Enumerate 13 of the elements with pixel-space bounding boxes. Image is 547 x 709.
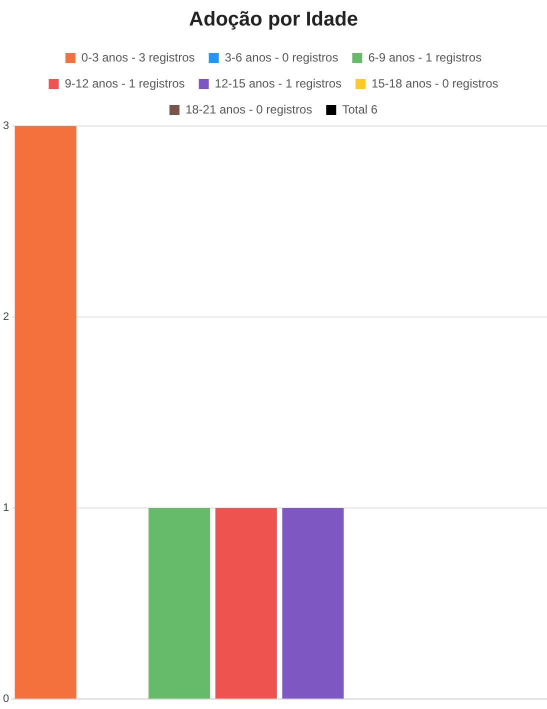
y-tick-label: 1	[2, 502, 10, 514]
legend-label: 12-15 anos - 1 registros	[214, 76, 342, 90]
y-tick-label: 3	[2, 120, 10, 132]
legend-label: 6-9 anos - 1 registros	[368, 50, 482, 64]
legend-label: Total 6	[342, 102, 378, 116]
chart-title: Adoção por Idade	[189, 8, 358, 31]
legend-label: 0-3 anos - 3 registros	[81, 50, 195, 64]
legend-label: 9-12 anos - 1 registros	[64, 76, 185, 90]
y-tick-label: 2	[2, 311, 10, 324]
legend-label: 18-21 anos - 0 registros	[185, 102, 312, 116]
legend-label: 15-18 anos - 0 registros	[372, 76, 498, 90]
y-tick-label: 0	[2, 693, 10, 706]
legend-label: 3-6 anos - 0 registros	[224, 50, 338, 64]
